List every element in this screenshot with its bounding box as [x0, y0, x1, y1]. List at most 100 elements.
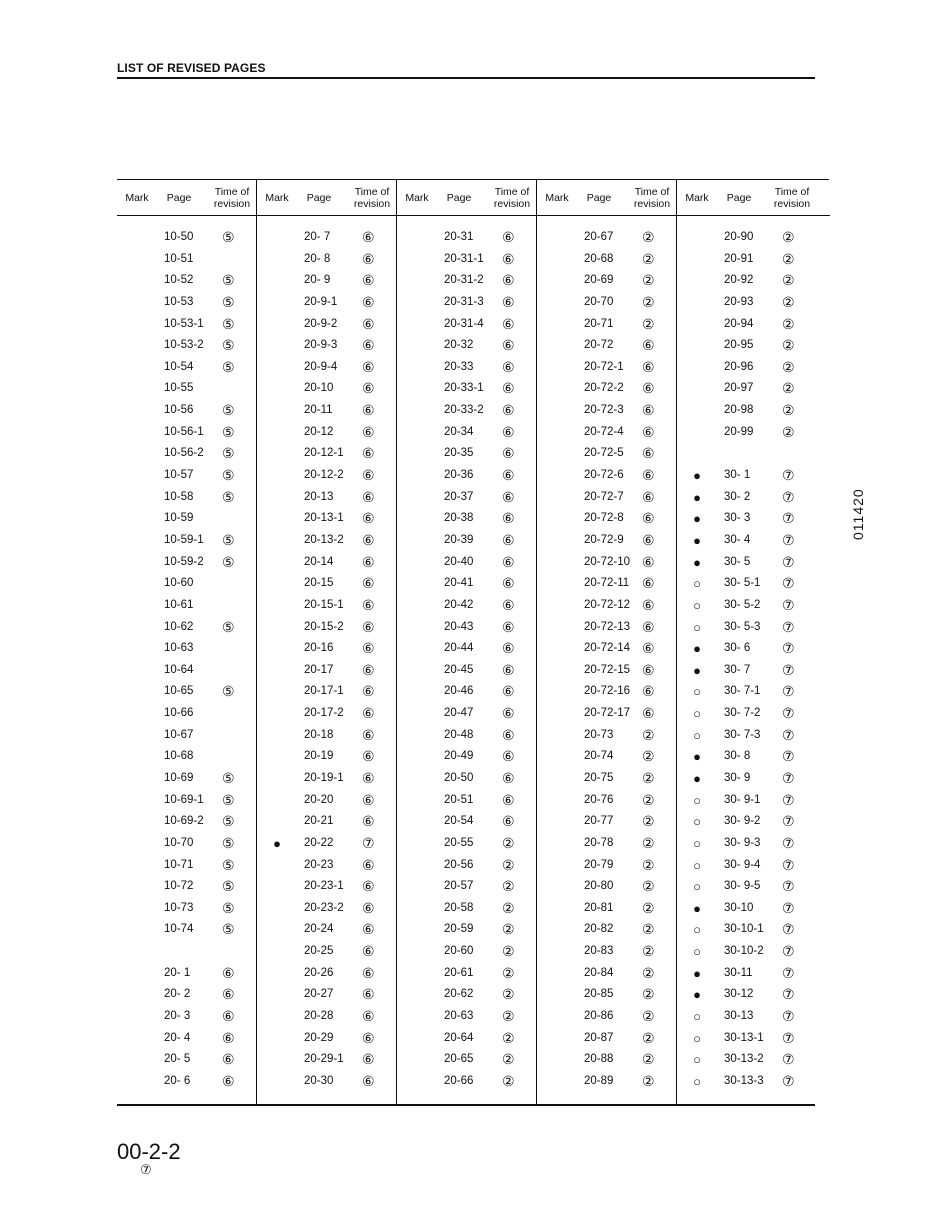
table-row: 10-69-1 ⑤ — [117, 792, 256, 812]
table-row: 20-13-2 ⑥ — [257, 532, 396, 552]
added-mark-open-icon: ○ — [693, 1009, 701, 1025]
page-cell: 20-30 — [304, 1074, 334, 1087]
revision-cell: ② — [642, 726, 655, 743]
revision-cell: ⑦ — [782, 488, 795, 505]
page-cell: 20-31-4 — [444, 317, 484, 330]
table-row: ○ 30- 5-1 ⑦ — [677, 575, 830, 595]
revision-cell: ⑥ — [362, 683, 375, 700]
revision-cell: ⑥ — [502, 380, 515, 397]
page-cell: 30- 5-1 — [724, 577, 761, 590]
page-cell: 10-57 — [164, 469, 194, 482]
revised-mark-filled-icon: ● — [693, 987, 701, 1003]
page-cell: 30-10 — [724, 901, 754, 914]
revision-cell: ⑥ — [642, 488, 655, 505]
revision-cell: ⑥ — [362, 293, 375, 310]
revision-cell: ⑥ — [642, 380, 655, 397]
page-cell: 20-76 — [584, 793, 614, 806]
table-row: 20-93 ② — [677, 294, 830, 314]
revision-cell: ⑥ — [502, 661, 515, 678]
revision-cell: ⑥ — [642, 661, 655, 678]
table-row: 20-66 ② — [397, 1073, 536, 1093]
revision-cell: ⑥ — [502, 423, 515, 440]
page-cell: 30- 5-2 — [724, 598, 761, 611]
table-row: 20-67 ② — [537, 229, 676, 249]
table-row: 20-69 ② — [537, 272, 676, 292]
table-row: 20-9-1 ⑥ — [257, 294, 396, 314]
revision-cell: ⑥ — [502, 488, 515, 505]
table-row: 20-72-6 ⑥ — [537, 467, 676, 487]
page-cell: 20-21 — [304, 815, 334, 828]
table-row: ○ 30-10-1 ⑦ — [677, 921, 830, 941]
page-cell: 20-45 — [444, 663, 474, 676]
table-row: 20-45 ⑥ — [397, 662, 536, 682]
table-row: 20-73 ② — [537, 727, 676, 747]
page-cell: 20-17 — [304, 663, 334, 676]
revision-cell: ② — [502, 986, 515, 1003]
page-number: 00-2-2 — [117, 1139, 181, 1164]
revision-cell: ⑥ — [642, 358, 655, 375]
revision-cell: ⑥ — [502, 531, 515, 548]
table-row: 20-92 ② — [677, 272, 830, 292]
page-cell: 20-72-10 — [584, 555, 631, 568]
page-cell: 20-31-1 — [444, 252, 484, 265]
revision-cell: ⑤ — [222, 856, 235, 873]
table-row: 10-53-2 ⑤ — [117, 337, 256, 357]
table-row: 20-15-2 ⑥ — [257, 619, 396, 639]
table-row: 20-59 ② — [397, 921, 536, 941]
revision-cell: ⑥ — [362, 1008, 375, 1025]
table-row: 10-71 ⑤ — [117, 857, 256, 877]
table-row: 20-24 ⑥ — [257, 921, 396, 941]
revision-cell: ⑥ — [502, 293, 515, 310]
revision-cell: ② — [502, 1029, 515, 1046]
revision-cell: ⑤ — [222, 445, 235, 462]
page-cell: 20-72-3 — [584, 404, 624, 417]
table-row: 20- 5 ⑥ — [117, 1051, 256, 1071]
page-cell: 20-58 — [444, 901, 474, 914]
page-cell: 20-11 — [304, 404, 333, 417]
revision-cell: ⑤ — [222, 402, 235, 419]
table-row: 20-72-4 ⑥ — [537, 424, 676, 444]
revision-cell: ⑥ — [362, 986, 375, 1003]
table-row: 20-9-2 ⑥ — [257, 316, 396, 336]
table-row: ○ 30- 9-1 ⑦ — [677, 792, 830, 812]
revision-cell: ⑥ — [502, 748, 515, 765]
revision-cell: ⑥ — [502, 337, 515, 354]
header-mark: Mark — [405, 192, 429, 204]
revision-cell: ② — [642, 899, 655, 916]
revision-cell: ⑦ — [782, 1008, 795, 1025]
page-cell: 20-61 — [444, 966, 474, 979]
revised-mark-filled-icon: ● — [693, 511, 701, 527]
revision-cell: ⑤ — [222, 834, 235, 851]
page-cell: 20-15 — [304, 577, 334, 590]
table-row: 20-70 ② — [537, 294, 676, 314]
page-cell: 20-27 — [304, 988, 334, 1001]
page-cell: 20-46 — [444, 685, 474, 698]
table-row: 20-14 ⑥ — [257, 554, 396, 574]
table-row: 20-33-2 ⑥ — [397, 402, 536, 422]
table-row: 20-31-1 ⑥ — [397, 251, 536, 271]
page-cell: 20- 5 — [164, 1053, 191, 1066]
page-cell: 20-72-11 — [584, 577, 630, 590]
table-row: 20- 7 ⑥ — [257, 229, 396, 249]
table-row: 20-72 ⑥ — [537, 337, 676, 357]
revision-cell: ⑥ — [502, 705, 515, 722]
revision-cell: ⑦ — [782, 899, 795, 916]
page-cell: 30- 5-3 — [724, 620, 761, 633]
page-cell: 20-17-1 — [304, 685, 344, 698]
added-mark-open-icon: ○ — [693, 857, 701, 873]
page-cell: 20-81 — [584, 901, 614, 914]
header-mark: Mark — [545, 192, 569, 204]
table-row — [117, 943, 256, 963]
page-cell: 10-58 — [164, 490, 194, 503]
header-page: Page — [166, 192, 192, 204]
table-header: Mark Page Time of revision — [677, 180, 830, 216]
header-page: Page — [726, 192, 752, 204]
page-cell: 20-13-1 — [304, 512, 344, 525]
revision-cell: ⑦ — [782, 878, 795, 895]
revision-cell: ② — [782, 272, 795, 289]
table-row: 10-52 ⑤ — [117, 272, 256, 292]
revision-cell: ② — [642, 1051, 655, 1068]
table-row: 20-80 ② — [537, 878, 676, 898]
header-time-of-revision: Time of revision — [493, 186, 531, 210]
table-row: 20-88 ② — [537, 1051, 676, 1071]
